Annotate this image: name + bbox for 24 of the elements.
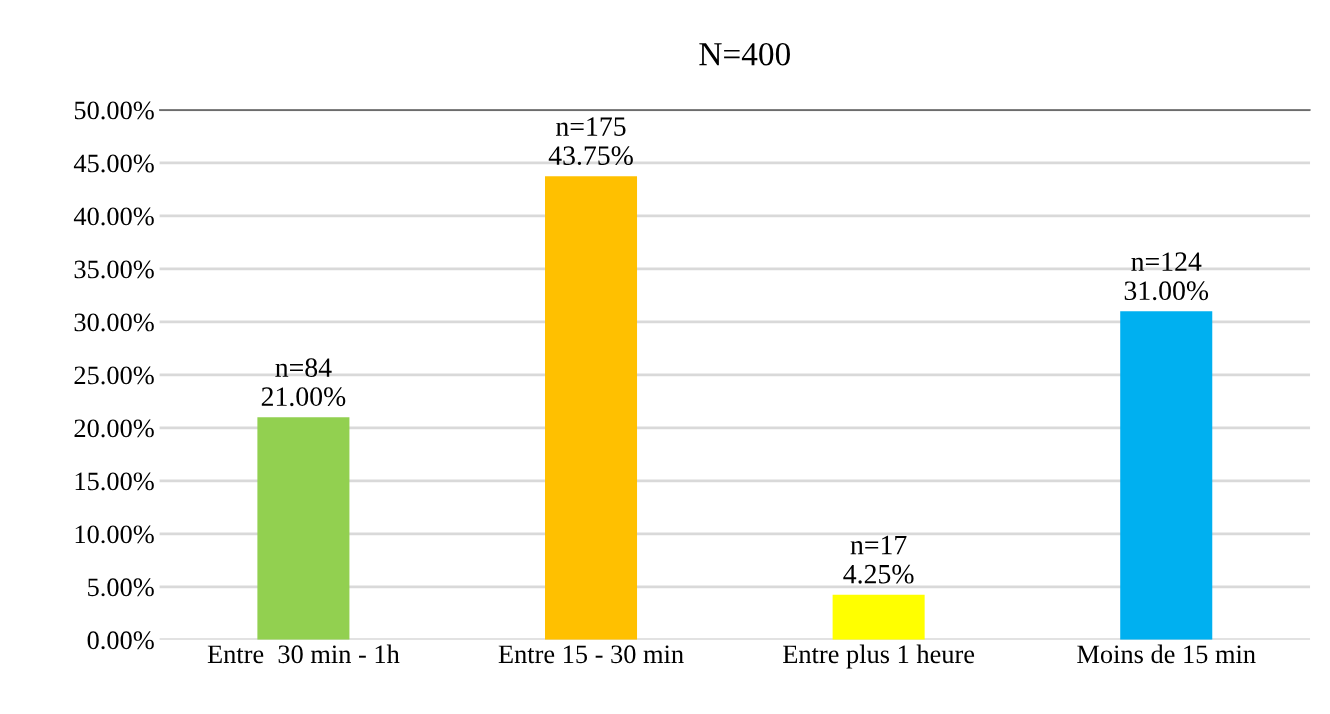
- bar: [1120, 311, 1213, 640]
- bar: [257, 417, 350, 640]
- x-tick-label: Entre 30 min - 1h: [207, 644, 400, 664]
- y-tick-label: 0.00%: [87, 631, 154, 650]
- data-label: n=124 31.00%: [1124, 252, 1209, 301]
- data-label: n=84 21.00%: [261, 358, 346, 407]
- y-tick-label: 10.00%: [75, 525, 154, 544]
- y-tick-label: 20.00%: [74, 419, 154, 438]
- y-tick-label: 25.00%: [74, 366, 154, 385]
- y-tick-label: 50.00%: [74, 101, 154, 120]
- y-tick-label: 15.00%: [75, 472, 154, 491]
- y-tick-label: 30.00%: [74, 313, 154, 332]
- y-tick-label: 45.00%: [73, 154, 154, 173]
- y-tick-label: 35.00%: [74, 260, 154, 279]
- data-label: n=175 43.75%: [548, 117, 633, 166]
- data-label: n=17 4.25%: [843, 535, 914, 584]
- bar: [545, 176, 638, 640]
- chart-title: N=400: [699, 42, 790, 66]
- x-tick-label: Entre plus 1 heure: [783, 644, 975, 669]
- y-tick-label: 40.00%: [73, 207, 154, 226]
- x-tick-label: Moins de 15 min: [1077, 644, 1256, 664]
- y-tick-label: 5.00%: [88, 578, 154, 597]
- x-tick-label: Entre 15 - 30 min: [498, 645, 684, 664]
- bar: [832, 594, 925, 640]
